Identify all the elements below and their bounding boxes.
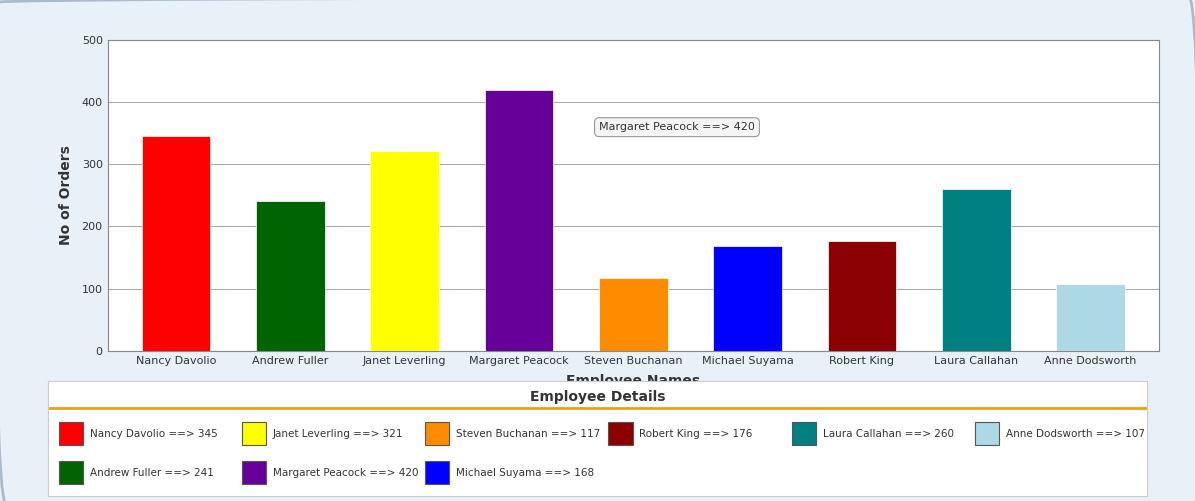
Text: Michael Suyama ==> 168: Michael Suyama ==> 168 (456, 468, 594, 478)
Bar (828, 241, 896, 351)
Bar (485, 90, 553, 351)
Text: Margaret Peacock ==> 420: Margaret Peacock ==> 420 (599, 122, 755, 132)
X-axis label: Employee Names: Employee Names (566, 374, 700, 388)
Bar (370, 151, 439, 351)
Bar (599, 278, 668, 351)
Text: Margaret Peacock ==> 420: Margaret Peacock ==> 420 (272, 468, 418, 478)
FancyBboxPatch shape (243, 422, 266, 445)
FancyBboxPatch shape (59, 461, 82, 484)
Bar (942, 189, 1011, 351)
FancyBboxPatch shape (975, 422, 999, 445)
Text: Janet Leverling ==> 321: Janet Leverling ==> 321 (272, 429, 403, 439)
Text: Laura Callahan ==> 260: Laura Callahan ==> 260 (822, 429, 954, 439)
Bar (1056, 284, 1124, 351)
FancyBboxPatch shape (243, 461, 266, 484)
Text: Employee Details: Employee Details (529, 390, 666, 404)
Text: Anne Dodsworth ==> 107: Anne Dodsworth ==> 107 (1006, 429, 1145, 439)
FancyBboxPatch shape (792, 422, 816, 445)
Text: Andrew Fuller ==> 241: Andrew Fuller ==> 241 (90, 468, 214, 478)
Y-axis label: No of Orders: No of Orders (60, 145, 73, 245)
FancyBboxPatch shape (608, 422, 632, 445)
Bar (142, 136, 210, 351)
Text: Robert King ==> 176: Robert King ==> 176 (639, 429, 753, 439)
FancyBboxPatch shape (425, 422, 449, 445)
Bar (713, 246, 782, 351)
Text: Nancy Davolio ==> 345: Nancy Davolio ==> 345 (90, 429, 217, 439)
FancyBboxPatch shape (59, 422, 82, 445)
FancyBboxPatch shape (425, 461, 449, 484)
Text: Steven Buchanan ==> 117: Steven Buchanan ==> 117 (456, 429, 600, 439)
Bar (256, 201, 325, 351)
